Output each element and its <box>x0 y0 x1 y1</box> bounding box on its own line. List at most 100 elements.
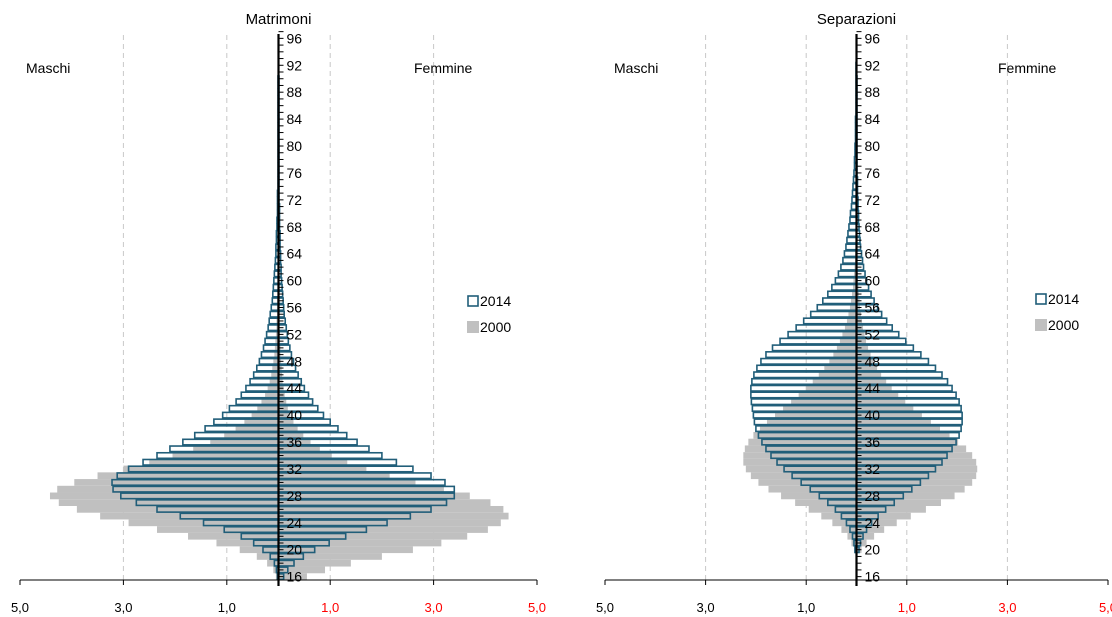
age-tick-label: 20 <box>287 542 303 558</box>
bar-2000-female <box>856 465 978 473</box>
bar-2000-female <box>856 405 914 412</box>
bar-2000-male <box>275 337 279 345</box>
bar-2000-male <box>758 479 857 486</box>
age-tick-label: 76 <box>287 165 303 181</box>
bar-2000-female <box>856 357 874 365</box>
bar-2000-male <box>58 499 279 506</box>
bar-2000-female <box>856 378 887 385</box>
bar-2000-female <box>278 539 442 547</box>
bar-2000-male <box>853 270 857 278</box>
bar-2014-male <box>843 250 858 258</box>
age-tick-label: 96 <box>865 30 881 46</box>
bar-2000-female <box>278 526 488 533</box>
bar-2000-male <box>97 472 279 480</box>
age-tick-label: 72 <box>865 192 881 208</box>
bar-2000-female <box>278 499 491 506</box>
legend-2000-label: 2000 <box>480 319 511 335</box>
chart-matrimoni: 5,0 3,0 1,0 1,0 3,0 5,0 16 20 24 28 32 36 40 44 48 52 56… <box>11 11 546 615</box>
bar-2000-female <box>278 566 326 574</box>
bar-2000-male <box>851 290 857 298</box>
age-tick-label: 36 <box>287 434 303 450</box>
bar-2000-male <box>833 351 857 358</box>
bar-2000-male <box>269 378 279 385</box>
bar-2000-male <box>849 304 857 311</box>
bar-2000-female <box>856 472 977 480</box>
bar-2000-male <box>743 452 857 459</box>
bar-2000-female <box>856 418 931 426</box>
bar-2000-male <box>57 485 279 493</box>
bar-2000-male <box>829 357 857 365</box>
bar-2000-male <box>743 458 857 466</box>
bar-2014-male <box>837 270 858 278</box>
bar-2000-male <box>750 472 857 480</box>
age-tick-label: 72 <box>287 192 303 208</box>
age-tick-label: 76 <box>865 165 881 181</box>
bar-2000-male <box>172 452 279 459</box>
bar-2000-male <box>224 431 279 439</box>
bar-2000-female <box>278 512 509 520</box>
bar-2000-male <box>783 405 857 412</box>
bar-2000-female <box>278 458 348 466</box>
bar-2000-male <box>216 539 279 547</box>
bar-2014-male <box>845 243 858 251</box>
bar-2000-male <box>49 492 279 500</box>
bar-2000-female <box>856 532 875 540</box>
bar-2014-male <box>834 277 858 285</box>
bar-2000-male <box>836 344 857 352</box>
bar-2000-male <box>267 559 279 567</box>
age-tick-label: 80 <box>287 138 303 154</box>
age-tick-label: 92 <box>865 57 881 73</box>
age-tick-label: 24 <box>287 515 303 531</box>
age-tick-label: 60 <box>287 273 303 289</box>
bar-2014-male <box>848 223 858 231</box>
bar-2000-female <box>278 465 367 473</box>
bar-2014-male <box>847 229 858 238</box>
bar-2000-female <box>278 438 311 446</box>
bar-2000-male <box>753 431 857 439</box>
bar-2000-male <box>775 411 857 419</box>
legend-2014-swatch <box>467 295 479 307</box>
bar-2000-female <box>856 391 899 399</box>
x-tick-label: 5,0 <box>1099 600 1112 615</box>
x-tick-label: 3,0 <box>425 600 443 615</box>
bar-2000-male <box>844 324 857 332</box>
bar-2000-female <box>856 452 973 459</box>
bar-2000-female <box>278 546 413 554</box>
bar-2000-male <box>798 391 857 399</box>
x-tick-label: 5,0 <box>596 600 614 615</box>
bar-2000-female <box>856 344 869 352</box>
bar-2000-male <box>766 418 857 426</box>
bar-2000-male <box>748 438 857 446</box>
bar-2000-male <box>272 364 279 372</box>
bar-2000-male <box>149 458 279 466</box>
age-tick-label: 64 <box>287 246 303 262</box>
bar-2000-female <box>278 505 504 513</box>
age-tick-label: 56 <box>287 300 303 316</box>
bar-2000-female <box>856 512 911 520</box>
bar-2000-female <box>856 425 940 432</box>
bar-2000-female <box>856 479 973 486</box>
age-tick-label: 48 <box>287 353 303 369</box>
bar-2000-female <box>856 458 977 466</box>
age-tick-label: 16 <box>287 569 303 585</box>
age-tick-label: 88 <box>865 84 881 100</box>
bar-2000-female <box>856 499 942 506</box>
bar-2000-male <box>273 357 279 365</box>
legend-2000-swatch <box>1035 319 1047 331</box>
age-tick-label: 28 <box>287 488 303 504</box>
age-tick-label: 44 <box>865 380 881 396</box>
bar-2000-female <box>278 553 382 560</box>
bar-2000-female <box>856 398 906 406</box>
bar-2000-female <box>856 485 965 493</box>
legend-2000-label: 2000 <box>1048 317 1079 333</box>
bar-2000-female <box>856 411 922 419</box>
age-tick-label: 36 <box>865 434 881 450</box>
age-tick-label: 64 <box>865 246 881 262</box>
bar-2000-male <box>846 317 857 325</box>
bar-2000-female <box>856 431 950 439</box>
age-tick-label: 40 <box>865 407 881 423</box>
bar-2000-male <box>123 465 279 473</box>
age-tick-label: 40 <box>287 407 303 423</box>
bar-2000-male <box>852 283 857 291</box>
